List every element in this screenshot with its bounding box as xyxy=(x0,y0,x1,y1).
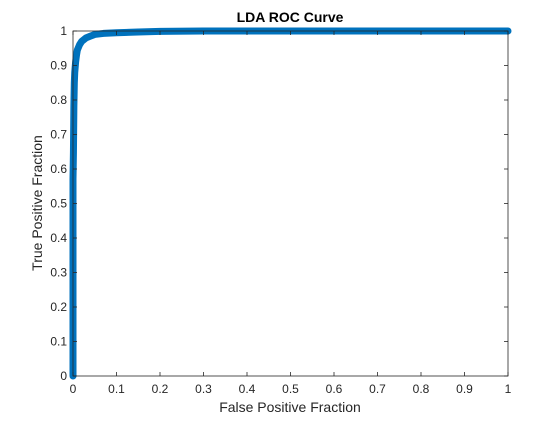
x-tick-label: 0.1 xyxy=(108,382,125,396)
y-tick-label: 0.8 xyxy=(50,93,67,107)
x-tick-label: 0.7 xyxy=(369,382,386,396)
x-tick-label: 0.2 xyxy=(152,382,169,396)
chart-title: LDA ROC Curve xyxy=(237,9,344,25)
y-tick-label: 0.6 xyxy=(50,162,67,176)
ticks-layer: 0 0.1 0.2 0.3 0.4 0.5 0.6 0.7 0.8 0.9 1 0 0.1 0.2 0.3 0… xyxy=(50,24,511,396)
x-tick-label: 0.5 xyxy=(282,382,299,396)
y-tick-label: 0.9 xyxy=(50,59,67,73)
x-axis-label: False Positive Fraction xyxy=(219,399,361,415)
y-tick-label: 0.4 xyxy=(50,231,67,245)
y-tick-label: 1 xyxy=(60,24,67,38)
x-tick-label: 0.4 xyxy=(239,382,256,396)
y-tick-label: 0.2 xyxy=(50,300,67,314)
x-tick-label: 0.3 xyxy=(195,382,212,396)
y-tick-label: 0 xyxy=(60,369,67,383)
y-tick-label: 0.3 xyxy=(50,266,67,280)
y-axis-label: True Positive Fraction xyxy=(29,135,45,271)
x-tick-label: 0.9 xyxy=(456,382,473,396)
y-tick-label: 0.1 xyxy=(50,335,67,349)
x-tick-label: 0.6 xyxy=(326,382,343,396)
x-tick-label: 0.8 xyxy=(413,382,430,396)
x-tick-label: 0 xyxy=(70,382,77,396)
plot-area xyxy=(73,31,508,376)
y-tick-label: 0.7 xyxy=(50,128,67,142)
y-tick-label: 0.5 xyxy=(50,197,67,211)
x-tick-label: 1 xyxy=(505,382,512,396)
